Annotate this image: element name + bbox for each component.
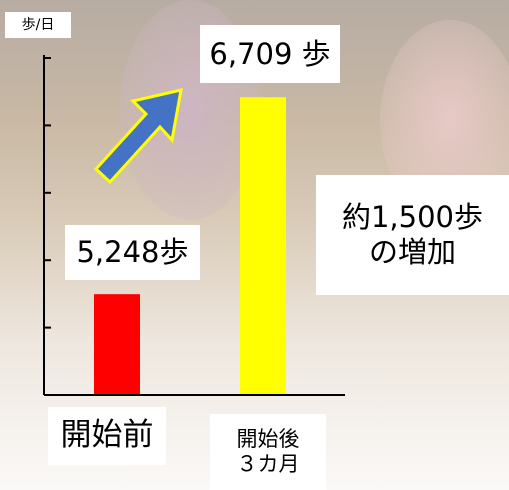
y-axis-label: 歩/日: [5, 12, 71, 38]
increase-arrow: [93, 88, 183, 185]
bar: [94, 294, 140, 395]
value-label: 5,248歩: [65, 225, 200, 280]
x-tick-label: 開始前: [48, 407, 166, 465]
annotation: 約1,500歩 の増加: [316, 175, 509, 295]
value-label: 6,709 歩: [200, 25, 340, 83]
x-tick-label: 開始後 ３カ月: [210, 414, 326, 490]
bar: [240, 97, 286, 395]
